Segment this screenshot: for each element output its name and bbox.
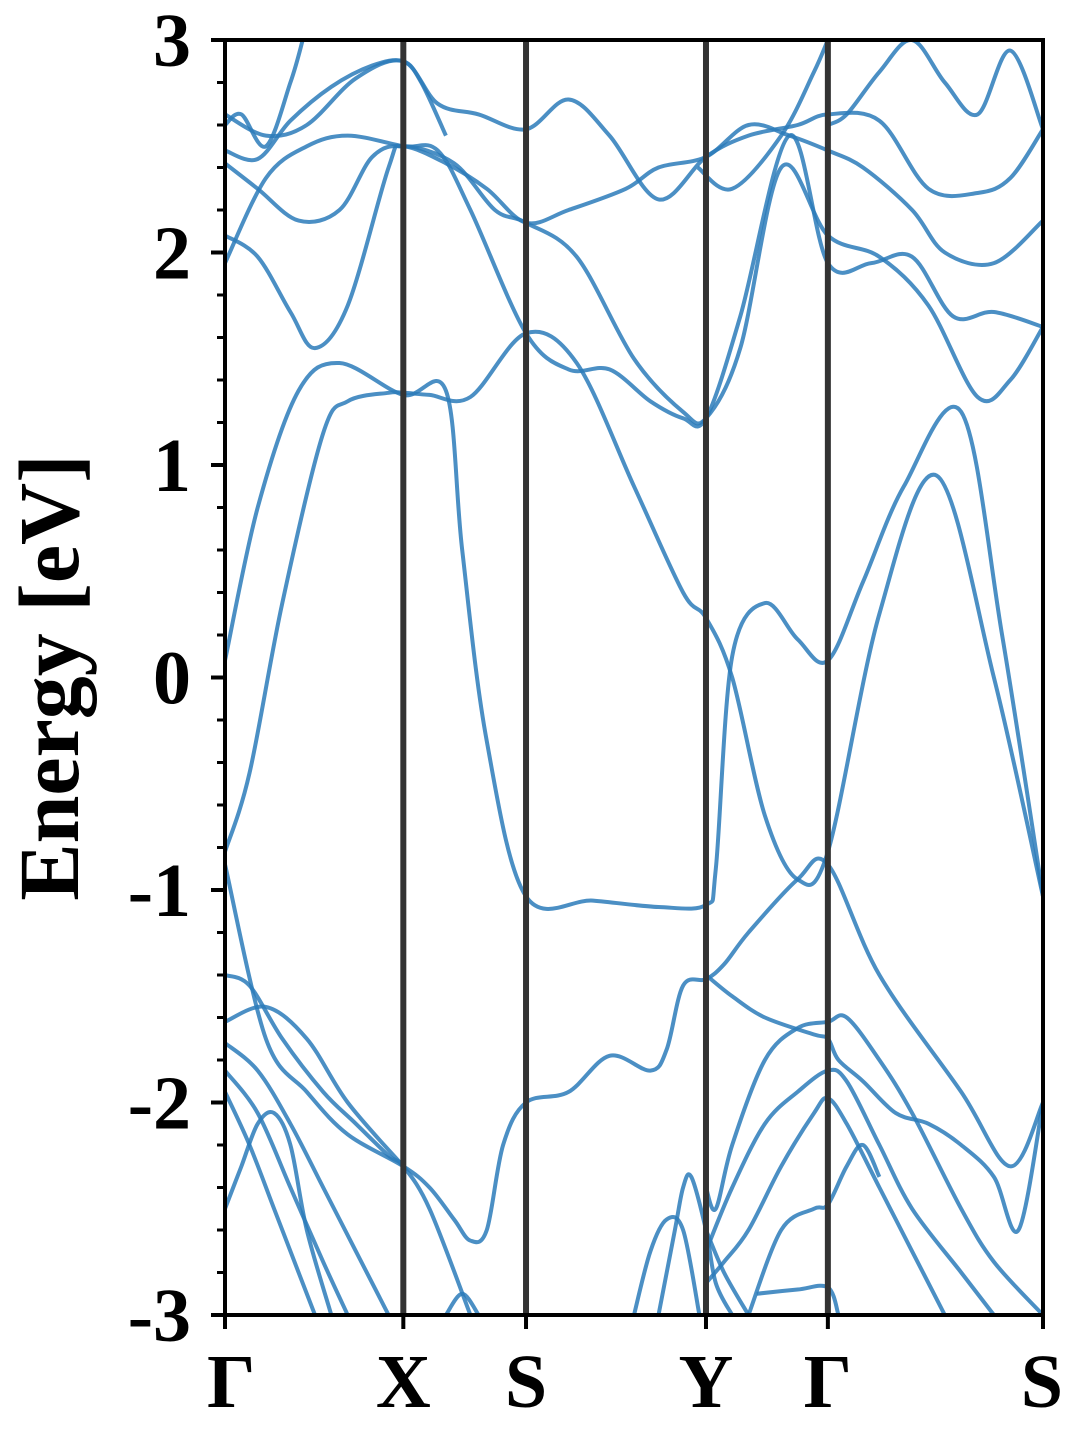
- band-line-10: [704, 973, 1043, 1234]
- kpoint-label: X: [376, 1340, 431, 1424]
- y-tick-label: -2: [128, 1062, 191, 1146]
- band-line-11: [225, 856, 1043, 1245]
- band-line-24: [756, 1283, 841, 1315]
- y-tick-label: 2: [153, 212, 191, 296]
- kpoint-label: S: [1021, 1340, 1063, 1424]
- band-line-21: [656, 1172, 734, 1315]
- kpoint-label: Y: [679, 1340, 734, 1424]
- band-line-1: [225, 360, 1043, 911]
- high-symmetry-lines: [400, 40, 831, 1315]
- band-line-9: [696, 40, 830, 192]
- kpoint-label: Γ: [207, 1340, 255, 1424]
- band-line-26: [444, 1291, 481, 1315]
- band-line-14: [225, 1041, 391, 1315]
- y-axis-ticks: 3 2 1 0 -1 -2 -3: [128, 0, 225, 1358]
- band-line-7: [225, 40, 305, 149]
- y-axis-label: Energy [eV]: [1, 454, 97, 901]
- y-tick-label: -3: [128, 1274, 191, 1358]
- band-line-13: [225, 1004, 405, 1168]
- band-line-8: [826, 40, 1043, 131]
- band-line-20: [704, 1095, 947, 1315]
- kpoint-label: Γ: [804, 1340, 852, 1424]
- band-line-0: [225, 329, 1043, 897]
- band-line-3: [225, 133, 1043, 429]
- y-tick-label: -1: [128, 849, 191, 933]
- band-line-23: [746, 1142, 882, 1315]
- y-tick-label: 3: [153, 0, 191, 83]
- kpoint-label: S: [505, 1340, 547, 1424]
- band-line-25: [704, 1229, 751, 1315]
- band-line-17: [225, 1110, 334, 1315]
- band-line-6: [225, 58, 448, 163]
- band-line-5: [225, 58, 1043, 202]
- band-line-22: [632, 1215, 702, 1315]
- band-line-19: [704, 1067, 996, 1315]
- y-tick-label: 1: [153, 424, 191, 508]
- band-line-18: [704, 1013, 1043, 1315]
- band-line-15: [225, 1069, 350, 1315]
- plot-frame: [223, 38, 1045, 1317]
- band-line-4: [225, 122, 1043, 267]
- y-tick-label: 0: [153, 637, 191, 721]
- band-line-16: [225, 1091, 317, 1315]
- band-line-2: [225, 144, 1043, 426]
- band-lines: [225, 40, 1043, 1315]
- band-line-12: [225, 973, 473, 1315]
